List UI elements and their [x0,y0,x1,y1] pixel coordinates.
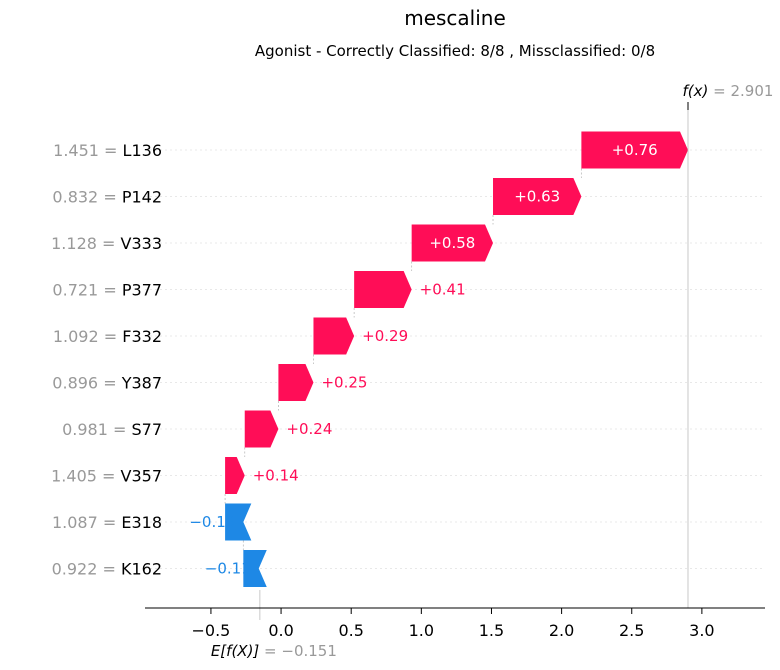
bar-label-P377: +0.41 [420,281,466,299]
feature-label-V333: 1.128 = V333 [51,234,162,253]
output-value-label: f(x) = 2.901 [683,82,774,100]
x-tick-label: −0.5 [191,621,230,640]
feature-label-S77: 0.981 = S77 [62,420,162,439]
feature-name: V357 [121,467,162,486]
bar-label-K162: −0.11 [205,560,251,578]
feature-label-P142: 0.832 = P142 [52,188,162,207]
bar-L136 [581,131,688,169]
output-value-text: = 2.901 [713,82,773,100]
feature-value: 1.451 = [53,141,122,160]
x-tick-label: 0.5 [338,621,363,640]
bar-K162 [243,550,267,587]
feature-value: 0.896 = [52,374,121,393]
bar-label-E318: −0.13 [189,513,235,531]
feature-value: 0.981 = [62,420,131,439]
output-label: f(x) [683,82,714,100]
base-value-label: E[f(X)] = −0.151 [211,642,337,660]
bar-P377 [354,271,412,308]
feature-value: 0.922 = [52,560,121,579]
feature-value: 0.721 = [52,281,121,300]
bar-P142 [493,178,582,215]
chart-subtitle: Agonist - Correctly Classified: 8/8 , Mi… [254,42,656,60]
x-tick-label: 3.0 [689,621,714,640]
bar-Y387 [278,364,314,401]
feature-value: 1.128 = [51,234,120,253]
feature-value: 1.087 = [52,513,121,532]
bar-label-F332: +0.29 [362,327,408,345]
bar-S77 [244,410,279,448]
feature-value: 1.405 = [51,467,120,486]
feature-value: 1.092 = [53,327,122,346]
feature-label-P377: 0.721 = P377 [52,281,162,300]
bar-V333 [411,224,494,262]
feature-label-V357: 1.405 = V357 [51,467,162,486]
x-tick-label: 2.5 [619,621,644,640]
feature-name: E318 [121,513,162,532]
bar-V357 [225,457,245,494]
feature-name: P142 [122,188,162,207]
feature-label-Y387: 0.896 = Y387 [52,374,162,393]
feature-value: 0.832 = [52,188,121,207]
chart-title: mescaline [404,6,506,30]
bar-F332 [313,317,355,355]
feature-name: P377 [122,281,162,300]
feature-name: F332 [122,327,162,346]
x-tick-label: 1.5 [479,621,504,640]
feature-name: L136 [123,141,162,160]
feature-label-F332: 1.092 = F332 [53,327,162,346]
bar-label-V357: +0.14 [253,467,299,485]
bar-E318 [225,503,252,541]
bar-label-S77: +0.24 [286,420,332,438]
bar-label-V333: +0.58 [429,234,475,252]
feature-label-E318: 1.087 = E318 [52,513,162,532]
x-tick-label: 1.0 [409,621,434,640]
bar-label-P142: +0.63 [514,188,560,206]
feature-name: S77 [131,420,162,439]
feature-name: Y387 [121,374,162,393]
feature-label-L136: 1.451 = L136 [53,141,162,160]
feature-name: K162 [121,560,162,579]
feature-name: V333 [121,234,162,253]
x-tick-label: 0.0 [268,621,293,640]
bar-label-Y387: +0.25 [321,374,367,392]
bar-label-L136: +0.76 [612,141,658,159]
x-tick-label: 2.0 [549,621,574,640]
base-value-text: = −0.151 [264,642,337,660]
base-label: E[f(X)] [211,642,264,660]
feature-label-K162: 0.922 = K162 [52,560,162,579]
